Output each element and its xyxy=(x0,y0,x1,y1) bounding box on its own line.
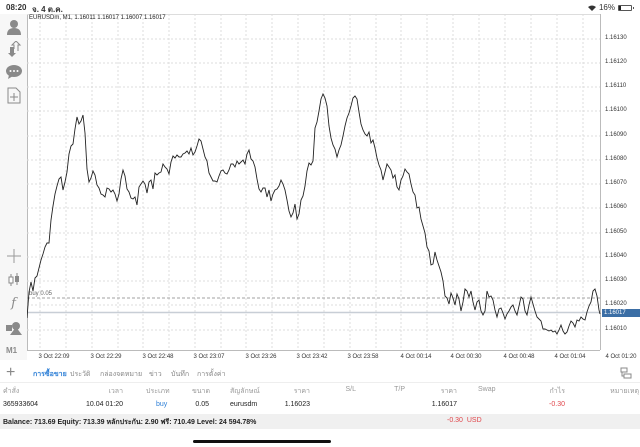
col-open-price: ราคา xyxy=(293,388,310,395)
y-axis-label: 1.16060 xyxy=(605,204,627,210)
chart-canvas[interactable] xyxy=(27,14,640,360)
order-size: 0.05 xyxy=(195,401,209,408)
layout-toggle-icon[interactable] xyxy=(620,367,632,379)
status-right: 16% xyxy=(587,3,634,12)
x-axis-label: 3 Oct 22:48 xyxy=(142,354,174,360)
timeframe-button[interactable]: M1 xyxy=(6,346,18,355)
tab-news[interactable]: ข่าว xyxy=(149,371,162,378)
status-date: จ. 4 ต.ค. xyxy=(32,5,63,14)
x-axis-label: 3 Oct 23:07 xyxy=(193,354,225,360)
total-profit-value: -0.30 xyxy=(447,417,463,424)
chat-icon[interactable] xyxy=(4,62,23,81)
tab-mailbox[interactable]: กล่องจดหมาย xyxy=(100,371,143,378)
order-type: buy xyxy=(156,401,168,408)
current-price-tag: 1.16017 xyxy=(602,309,640,317)
price-line xyxy=(27,92,601,335)
y-axis-label: 1.16100 xyxy=(605,107,627,113)
x-axis-label: 3 Oct 23:26 xyxy=(245,354,277,360)
x-axis-label: 4 Oct 00:48 xyxy=(503,354,535,360)
add-button[interactable]: + xyxy=(6,364,16,381)
new-order-icon[interactable] xyxy=(4,86,23,105)
y-axis-label: 1.16050 xyxy=(605,229,627,235)
tab-journal[interactable]: บันทึก xyxy=(171,371,190,378)
status-time: 08:20 xyxy=(6,3,27,12)
x-axis-label: 3 Oct 23:42 xyxy=(296,354,328,360)
order-time: 10.04 01:20 xyxy=(86,401,123,408)
y-axis-label: 1.16090 xyxy=(605,132,627,138)
y-axis-label: 1.16030 xyxy=(605,277,627,283)
chart-type-icon[interactable] xyxy=(4,270,23,289)
crosshair-icon[interactable] xyxy=(4,246,23,265)
position-row[interactable]: 365933604 10.04 01:20 buy 0.05 eurusdm 1… xyxy=(0,398,640,413)
account-summary-bar: Balance: 713.69 Equity: 713.39 หลักประกั… xyxy=(0,414,640,429)
price-chart[interactable]: EURUSDm, M1, 1.16011 1.16017 1.16007 1.1… xyxy=(27,14,640,360)
y-axis-label: 1.16080 xyxy=(605,156,627,162)
battery-percent: 16% xyxy=(598,3,615,12)
trade-icon[interactable] xyxy=(4,39,23,58)
y-axis-label: 1.16120 xyxy=(605,59,627,65)
x-axis-label: 4 Oct 01:04 xyxy=(554,354,586,360)
total-profit-currency: USD xyxy=(466,417,482,424)
y-axis-label: 1.16010 xyxy=(605,326,627,332)
tab-settings[interactable]: การตั้งค่า xyxy=(197,371,226,378)
x-axis-label: 4 Oct 00:14 xyxy=(400,354,432,360)
x-axis-label: 3 Oct 22:09 xyxy=(38,354,70,360)
col-price: ราคา xyxy=(440,388,457,395)
tab-trade[interactable]: การซื้อขาย xyxy=(33,371,67,378)
positions-table-header: คำสั่ง เวลา ประเภท ขนาด สัญลักษณ์ ราคา S… xyxy=(0,383,640,397)
order-current-price: 1.16017 xyxy=(431,401,457,408)
account-icon[interactable] xyxy=(4,17,23,36)
x-axis-label: 4 Oct 00:30 xyxy=(450,354,482,360)
left-toolbar: f M1 xyxy=(0,14,27,360)
terminal-tabs: + การซื้อขาย ประวัติ กล่องจดหมาย ข่าว บั… xyxy=(0,363,640,383)
col-swap: Swap xyxy=(478,386,496,393)
x-axis-label: 3 Oct 22:29 xyxy=(90,354,122,360)
col-size: ขนาด xyxy=(191,388,210,395)
col-tp: T/P xyxy=(394,386,405,393)
x-axis-label: 4 Oct 01:20 xyxy=(605,354,637,360)
y-axis-label: 1.16130 xyxy=(605,35,627,41)
total-profit: -0.30 USD xyxy=(447,417,482,424)
status-bar: 08:20 จ. 4 ต.ค. 16% xyxy=(0,0,640,14)
indicators-icon[interactable]: f xyxy=(11,296,16,311)
wifi-icon xyxy=(587,5,596,11)
col-sl: S/L xyxy=(345,386,356,393)
battery-icon xyxy=(618,4,634,11)
tab-history[interactable]: ประวัติ xyxy=(70,371,91,378)
objects-icon[interactable] xyxy=(4,318,23,337)
col-comment: หมายเหตุ xyxy=(610,388,639,395)
y-axis-label: 1.16110 xyxy=(605,83,627,89)
order-open-price: 1.16023 xyxy=(284,401,310,408)
account-summary: Balance: 713.69 Equity: 713.39 หลักประกั… xyxy=(3,419,257,426)
x-axis-label: 3 Oct 23:58 xyxy=(347,354,379,360)
y-axis-label: 1.16070 xyxy=(605,180,627,186)
y-axis-label: 1.16040 xyxy=(605,253,627,259)
col-type: ประเภท xyxy=(146,388,170,395)
col-order: คำสั่ง xyxy=(3,388,20,395)
col-profit: กำไร xyxy=(549,388,565,395)
order-id: 365933604 xyxy=(3,401,39,408)
y-axis-label: 1.16020 xyxy=(605,301,627,307)
order-symbol: eurusdm xyxy=(230,401,258,408)
order-line-label: buy 0.05 xyxy=(29,291,53,297)
chart-symbol-header: EURUSDm, M1, 1.16011 1.16017 1.16007 1.1… xyxy=(29,15,166,21)
col-time: เวลา xyxy=(108,388,123,395)
order-profit: -0.30 xyxy=(549,401,565,408)
home-indicator[interactable] xyxy=(193,440,331,443)
col-symbol: สัญลักษณ์ xyxy=(230,388,260,395)
